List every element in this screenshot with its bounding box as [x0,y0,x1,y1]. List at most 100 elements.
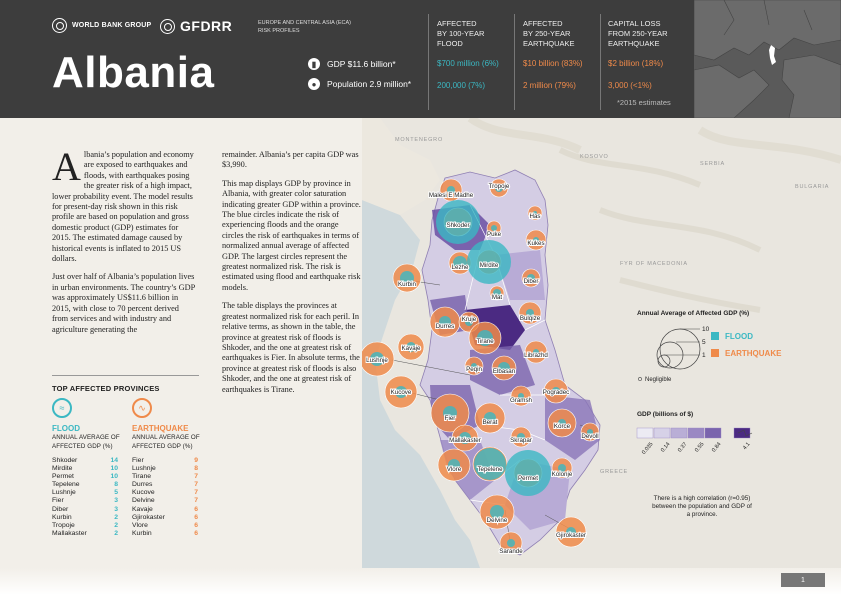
province-name: Shkoder [52,457,78,464]
province-label-mat: Mat [492,294,503,301]
population-stat: ● Population 2.9 million* [308,78,411,90]
earthquake-ranking: ∿ EARTHQUAKE ANNUAL AVERAGE OF AFFECTED … [132,398,206,538]
list-item: Gjirokaster 6 [132,514,198,522]
flood-bubble-skrapar [517,433,525,441]
page-title: Albania [52,48,215,97]
province-label-permet: Permet [518,475,538,482]
flood-bubble-permet [505,450,551,496]
flood-bubble-kolonje [558,464,566,472]
province-name: Mallakaster [52,529,87,537]
list-item: Lushnje 5 [52,489,118,497]
province-label-fier: Fier [445,415,456,422]
list-item: Permet 10 [52,473,118,481]
earthquake-list: Fier 9 Lushnje 8 Tirane 7 Durres 7 Kucove 7 Delvin… [132,457,206,538]
map-paragraph: This map displays GDP by province in Alb… [222,178,361,292]
province-name: Kucove [132,489,155,497]
relief-shading [558,147,762,313]
capital-loss-column: CAPITAL LOSS FROM 250-YEAR EARTHQUAKE $2… [608,19,698,91]
country-label-montenegro: MONTENEGRO [395,137,443,143]
gdp-value: GDP $11.6 billion* [327,59,396,69]
province-value: 3 [114,505,118,513]
list-item: Tirane 7 [132,473,198,481]
gdp-tick-label: 0.37 [677,441,688,453]
flood-bubble-tepelene [474,448,506,480]
world-bank-logo: WORLD BANK GROUP [52,18,151,33]
province-value: 7 [194,481,198,489]
section-title: TOP AFFECTED PROVINCES [52,384,160,393]
province-value: 6 [194,529,198,537]
list-item: Mirdite 10 [52,465,118,473]
list-item: Fier 9 [132,457,198,465]
flood-bubble-kavaje [406,342,416,352]
province-name: Vlore [132,521,148,529]
gdp-swatch [733,427,751,439]
province-name: Tepelene [52,481,80,489]
flood-bubble-has [533,211,537,215]
dropcap: A [52,144,81,189]
province-value: 10 [110,465,118,473]
province-name: Diber [52,505,69,513]
province-label-devoll: Devoll [581,433,598,440]
footer [0,568,841,595]
list-item: Vlore 6 [132,522,198,530]
province-label-kruje: Kruje [462,316,477,323]
earthquake-population-value: 2 million (79%) [523,81,576,90]
flood-bubble-kucove [395,386,407,398]
earthquake-subheading: AFFECTED GDP (%) [132,443,193,450]
list-item: Kurbin 2 [52,514,118,522]
flood-bubble-shkoder [436,200,480,244]
province-name: Permet [52,473,74,481]
gdp-tick-label: 0.84 [711,441,722,453]
province-label-mirdite: Mirdite [480,262,499,269]
locator-map-graphic [694,0,841,118]
province-label-peqin: Peqin [466,366,482,373]
list-item: Kucove 7 [132,489,198,497]
col-heading: AFFECTED [437,19,477,28]
gfdrr-icon [160,18,175,34]
divider [428,14,429,110]
province-value: 7 [194,473,198,481]
flood-heading: FLOOD [52,424,80,433]
flood-bubble-tirane [477,330,493,346]
flood-bubble-sarande [507,539,515,547]
flood-bubble-lushnje [370,352,384,366]
province-value: 6 [194,505,198,513]
province-value: 14 [110,457,118,464]
flood-bubble-librazhd [533,349,539,355]
legend-flood: FLOOD [725,332,753,341]
flood-bubble-puke [491,225,497,231]
province-label-korce: Korce [554,423,571,430]
province-label-pogradec: Pogradec [543,389,570,396]
province-label-librazhd: Librazhd [524,352,548,359]
gdp-tick-label: 0.14 [660,441,671,453]
flood-bubble-berat [484,412,496,424]
list-item: Delvine 7 [132,497,198,505]
flood-list: Shkoder 14 Mirdite 10 Permet 10 Tepelene 8 Lushn… [52,457,126,538]
col-heading: BY 250-YEAR [523,29,571,38]
flood-bubble-kukes [533,237,539,243]
flood-bubble-kurbin [400,271,414,285]
capital-loss-value: $2 billion (18%) [608,59,664,68]
country-label-macedonia: FYR OF MACEDONIA [620,261,688,267]
province-label-tropoje: Tropoje [489,183,510,190]
province-label-skrapar: Skrapar [510,437,532,444]
flood-bubble-peqin [471,363,477,369]
flood-bubble-durres [439,316,451,328]
flood-bubble-elbasan [498,362,510,374]
flood-subheading: ANNUAL AVERAGE OF [52,434,120,441]
gdp-swatch [636,427,654,439]
risk-map: MONTENEGRO KOSOVO SERBIA BULGARIA FYR OF… [362,118,841,568]
flood-ranking: ≈ FLOOD ANNUAL AVERAGE OF AFFECTED GDP (… [52,398,126,538]
province-value: 2 [114,529,118,537]
correlation-note: There is a high correlation (r=0.95) bet… [652,495,752,518]
risk-bubbles [362,178,600,555]
province-value: 6 [194,513,198,521]
province-label-berat: Berat [483,419,498,426]
earthquake-affected-column: AFFECTED BY 250-YEAR EARTHQUAKE $10 bill… [523,19,613,91]
gfdrr-logo: GFDRR [160,18,232,34]
province-label-gramsh: Gramsh [510,397,533,404]
province-label-shkoder: Shkoder [446,222,469,229]
gdp-swatch [653,427,671,439]
flood-bubble-bulqize [526,309,534,317]
